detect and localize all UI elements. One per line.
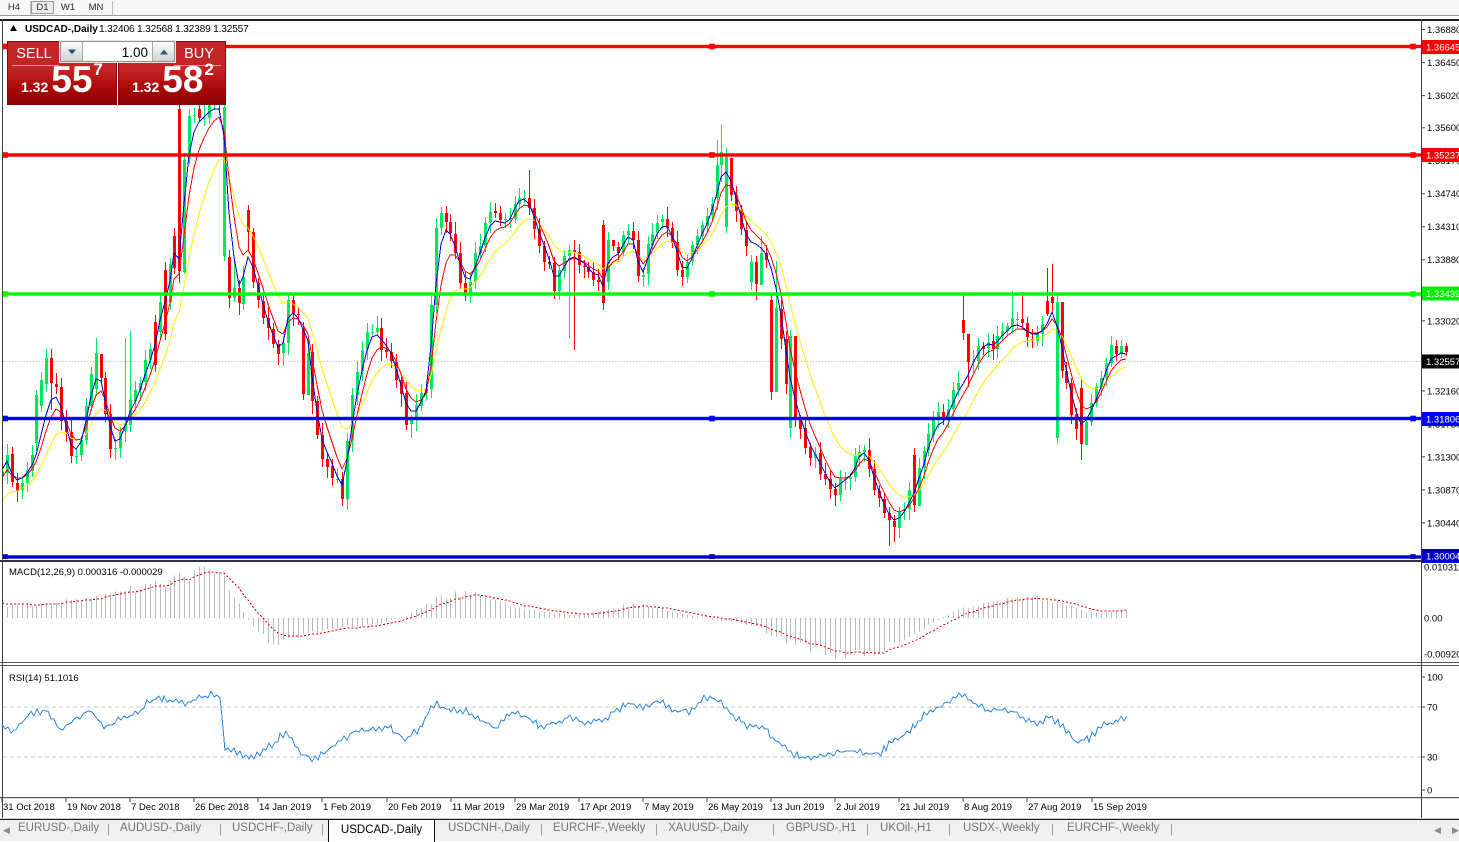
svg-text:USDCAD-,Daily: USDCAD-,Daily: [25, 24, 98, 35]
svg-text:1.36450: 1.36450: [1427, 58, 1459, 69]
svg-text:21 Jul 2019: 21 Jul 2019: [900, 802, 949, 813]
svg-text:1.30440: 1.30440: [1427, 518, 1459, 529]
svg-text:100: 100: [1427, 672, 1443, 683]
svg-text:1.35237: 1.35237: [1426, 151, 1459, 162]
svg-text:1.33020: 1.33020: [1427, 316, 1459, 327]
svg-text:RSI(14) 51.1016: RSI(14) 51.1016: [9, 673, 79, 684]
svg-text:13 Jun 2019: 13 Jun 2019: [772, 802, 824, 813]
svg-text:MACD(12,26,9) 0.000316 -0.0000: MACD(12,26,9) 0.000316 -0.000029: [9, 567, 163, 578]
svg-text:1.32160: 1.32160: [1427, 386, 1459, 397]
svg-text:70: 70: [1427, 702, 1438, 713]
svg-text:30: 30: [1427, 752, 1438, 763]
svg-text:1 Feb 2019: 1 Feb 2019: [323, 802, 371, 813]
svg-text:2 Jul 2019: 2 Jul 2019: [836, 802, 880, 813]
svg-text:1.36020: 1.36020: [1427, 91, 1459, 102]
svg-text:14 Jan 2019: 14 Jan 2019: [259, 802, 311, 813]
svg-text:1.30870: 1.30870: [1427, 485, 1459, 496]
svg-text:1.36880: 1.36880: [1427, 25, 1459, 36]
svg-text:1.33439: 1.33439: [1426, 289, 1459, 300]
svg-text:1.33880: 1.33880: [1427, 255, 1459, 266]
svg-text:1.31300: 1.31300: [1427, 452, 1459, 463]
svg-text:11 Mar 2019: 11 Mar 2019: [452, 802, 505, 813]
svg-text:1.35600: 1.35600: [1427, 123, 1459, 134]
svg-text:-0.00920: -0.00920: [1424, 649, 1459, 660]
svg-text:26 Dec 2018: 26 Dec 2018: [195, 802, 249, 813]
svg-text:1.32557: 1.32557: [1426, 357, 1459, 368]
svg-text:1.34310: 1.34310: [1427, 222, 1459, 233]
svg-text:0.010311: 0.010311: [1424, 562, 1459, 573]
svg-text:1.34740: 1.34740: [1427, 189, 1459, 200]
svg-text:7 May 2019: 7 May 2019: [644, 802, 694, 813]
svg-text:26 May 2019: 26 May 2019: [708, 802, 763, 813]
svg-text:1.36645: 1.36645: [1426, 43, 1459, 54]
svg-text:27 Aug 2019: 27 Aug 2019: [1028, 802, 1081, 813]
svg-text:0: 0: [1427, 785, 1432, 796]
svg-text:1.32406 1.32568 1.32389 1.3255: 1.32406 1.32568 1.32389 1.32557: [99, 24, 249, 35]
svg-text:29 Mar 2019: 29 Mar 2019: [516, 802, 569, 813]
svg-text:1.31806: 1.31806: [1426, 415, 1459, 426]
svg-text:31 Oct 2018: 31 Oct 2018: [3, 802, 55, 813]
svg-text:0.00: 0.00: [1424, 613, 1443, 624]
svg-text:8 Aug 2019: 8 Aug 2019: [964, 802, 1012, 813]
svg-text:1.30004: 1.30004: [1426, 552, 1459, 563]
svg-text:20 Feb 2019: 20 Feb 2019: [388, 802, 441, 813]
svg-text:15 Sep 2019: 15 Sep 2019: [1093, 802, 1147, 813]
svg-text:19 Nov 2018: 19 Nov 2018: [67, 802, 121, 813]
svg-text:17 Apr 2019: 17 Apr 2019: [580, 802, 631, 813]
svg-text:7 Dec 2018: 7 Dec 2018: [131, 802, 180, 813]
